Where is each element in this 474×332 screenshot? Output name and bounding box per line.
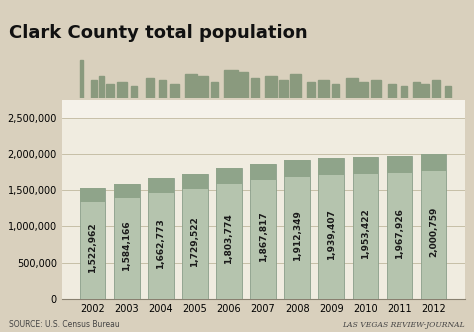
Bar bbox=[146, 78, 154, 98]
Bar bbox=[80, 189, 106, 202]
Bar bbox=[319, 158, 344, 299]
Bar bbox=[100, 76, 104, 98]
Bar bbox=[387, 156, 412, 299]
Bar bbox=[148, 178, 173, 193]
Bar bbox=[216, 168, 242, 184]
Bar bbox=[388, 84, 396, 98]
Bar bbox=[170, 84, 179, 98]
Bar bbox=[159, 80, 166, 98]
Bar bbox=[224, 70, 238, 98]
Bar bbox=[290, 74, 301, 98]
Bar bbox=[419, 84, 429, 98]
Bar bbox=[131, 86, 137, 98]
Text: 1,729,522: 1,729,522 bbox=[191, 216, 200, 267]
Text: 1,803,774: 1,803,774 bbox=[225, 213, 234, 264]
Bar bbox=[446, 86, 451, 98]
Text: SOURCE: U.S. Census Bureau: SOURCE: U.S. Census Bureau bbox=[9, 320, 120, 329]
Bar bbox=[319, 158, 344, 175]
Bar bbox=[359, 82, 368, 98]
Bar bbox=[401, 86, 407, 98]
Bar bbox=[346, 78, 358, 98]
Bar bbox=[114, 184, 139, 198]
Bar bbox=[307, 82, 316, 98]
Text: Clark County total population: Clark County total population bbox=[9, 24, 308, 42]
Bar bbox=[420, 154, 446, 299]
Bar bbox=[353, 157, 378, 174]
Bar bbox=[353, 157, 378, 299]
Bar bbox=[62, 100, 465, 118]
Bar bbox=[387, 156, 412, 173]
Bar bbox=[412, 82, 420, 98]
Bar bbox=[284, 160, 310, 177]
Text: 1,662,773: 1,662,773 bbox=[156, 218, 165, 269]
Bar bbox=[182, 174, 208, 299]
Bar bbox=[251, 78, 259, 98]
Bar bbox=[106, 84, 114, 98]
Bar bbox=[198, 76, 208, 98]
Bar bbox=[91, 80, 97, 98]
Text: 1,522,962: 1,522,962 bbox=[88, 223, 97, 273]
Bar bbox=[319, 80, 328, 98]
Text: 1,967,926: 1,967,926 bbox=[395, 208, 404, 259]
Text: 1,584,166: 1,584,166 bbox=[122, 221, 131, 271]
Bar bbox=[148, 178, 173, 299]
Bar bbox=[332, 84, 339, 98]
Text: 1,939,407: 1,939,407 bbox=[327, 209, 336, 260]
Bar bbox=[117, 82, 127, 98]
Bar bbox=[238, 72, 248, 98]
Bar bbox=[184, 74, 197, 98]
Bar bbox=[265, 76, 277, 98]
Bar bbox=[432, 80, 440, 98]
Bar bbox=[250, 163, 276, 299]
Text: 1,912,349: 1,912,349 bbox=[292, 209, 301, 261]
Bar bbox=[216, 168, 242, 299]
Bar bbox=[284, 160, 310, 299]
Bar bbox=[371, 80, 381, 98]
Text: 2,000,759: 2,000,759 bbox=[429, 207, 438, 257]
Text: 1,867,817: 1,867,817 bbox=[259, 211, 267, 262]
Bar bbox=[182, 174, 208, 189]
Text: 1,953,422: 1,953,422 bbox=[361, 208, 370, 259]
Bar bbox=[80, 60, 83, 98]
Bar bbox=[114, 184, 139, 299]
Bar bbox=[250, 163, 276, 180]
Text: LAS VEGAS REVIEW-JOURNAL: LAS VEGAS REVIEW-JOURNAL bbox=[342, 321, 465, 329]
Bar bbox=[279, 80, 288, 98]
Bar bbox=[211, 82, 219, 98]
Bar bbox=[80, 189, 106, 299]
Bar bbox=[420, 154, 446, 171]
